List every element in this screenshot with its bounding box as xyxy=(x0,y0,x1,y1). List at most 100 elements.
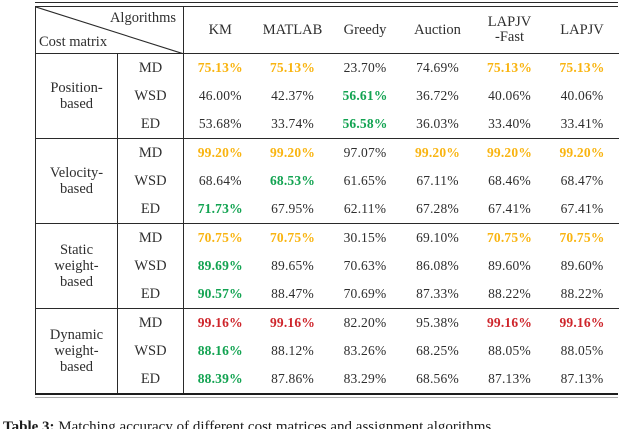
table-row: ED 71.73% 67.95% 62.11% 67.28% 67.41% 67.41% xyxy=(36,195,619,224)
results-table: Algorithms Cost matrix KM MATLAB Greedy … xyxy=(35,7,619,393)
table-container: Algorithms Cost matrix KM MATLAB Greedy … xyxy=(35,2,619,398)
col-header-text: LAPJV xyxy=(560,21,604,38)
value-cell: 33.41% xyxy=(560,116,604,131)
metric-label: ED xyxy=(117,365,184,393)
value-cell: 75.13% xyxy=(269,60,316,75)
value-cell: 75.13% xyxy=(486,60,533,75)
table-row: ED 88.39% 87.86% 83.29% 68.56% 87.13% 87.13% xyxy=(36,365,619,393)
group-label-line: based xyxy=(59,359,93,375)
value-cell: 75.13% xyxy=(559,60,605,75)
metric-label: WSD xyxy=(117,82,184,110)
value-cell: 46.00% xyxy=(198,88,242,103)
caption-label: Table 3: xyxy=(3,419,55,429)
value-cell: 99.20% xyxy=(473,138,546,167)
value-cell: 99.16% xyxy=(183,308,257,337)
metric-label: MD xyxy=(117,53,184,82)
value-cell: 67.95% xyxy=(271,201,314,216)
group-label-line: based xyxy=(59,274,93,290)
value-cell: 68.53% xyxy=(269,173,316,188)
algorithms-label: Algorithms xyxy=(109,10,176,26)
metric-label: ED xyxy=(117,195,184,224)
value-cell: 83.29% xyxy=(343,371,387,386)
group-label-line: Dynamic xyxy=(49,327,104,343)
value-cell: 67.41% xyxy=(488,201,531,216)
value-cell: 88.22% xyxy=(488,286,531,301)
value-cell: 89.65% xyxy=(271,258,314,273)
value-cell: 99.20% xyxy=(256,138,329,167)
table-body: Position-based MD 75.13% 75.13% 23.70% 74.69%… xyxy=(35,53,619,393)
value-cell: 70.75% xyxy=(256,223,329,252)
value-cell: 56.61% xyxy=(342,88,388,103)
table-row: Velocity-based MD 99.20% 99.20% 97.07% 99.20%… xyxy=(35,138,619,224)
table-row: WSD 89.69% 89.65% 70.63% 86.08% 89.60% 89.60% xyxy=(36,252,619,280)
col-header-matlab: MATLAB xyxy=(256,7,329,54)
metric-label: ED xyxy=(117,110,184,139)
value-cell: 68.46% xyxy=(488,173,531,188)
value-cell: 97.07% xyxy=(328,138,402,167)
value-cell: 99.20% xyxy=(401,138,474,167)
col-header-text: MATLAB xyxy=(262,21,323,38)
value-cell: 68.25% xyxy=(416,343,459,358)
table-row: WSD 46.00% 42.37% 56.61% 36.72% 40.06% 40.06% xyxy=(36,82,619,110)
group-label-line: weight- xyxy=(54,343,99,359)
value-cell: 88.47% xyxy=(271,286,314,301)
value-cell: 68.64% xyxy=(198,173,242,188)
value-cell: 89.60% xyxy=(488,258,531,273)
group-label: Velocity-based xyxy=(35,138,118,224)
value-cell: 99.16% xyxy=(473,308,546,337)
table-row: Static weight-based MD 70.75% 70.75% 30.15% 69… xyxy=(35,223,619,309)
value-cell: 70.75% xyxy=(545,223,619,252)
value-cell: 53.68% xyxy=(198,116,242,131)
table-row: Position-based MD 75.13% 75.13% 23.70% 74.69%… xyxy=(35,53,619,139)
group-label-line: Velocity- xyxy=(49,165,104,181)
value-cell: 62.11% xyxy=(343,201,387,216)
value-cell: 67.28% xyxy=(416,201,459,216)
col-header-lapjv-fast: LAPJV -Fast xyxy=(473,7,546,54)
value-cell: 87.13% xyxy=(488,371,531,386)
diagonal-line xyxy=(36,7,184,54)
value-cell: 88.05% xyxy=(488,343,531,358)
metric-label: MD xyxy=(117,308,184,337)
table-row: ED 90.57% 88.47% 70.69% 87.33% 88.22% 88.22% xyxy=(36,280,619,309)
value-cell: 36.72% xyxy=(416,88,459,103)
metric-label: ED xyxy=(117,280,184,309)
col-header-text: Greedy xyxy=(343,21,387,38)
value-cell: 70.75% xyxy=(183,223,257,252)
value-cell: 88.16% xyxy=(197,343,243,358)
corner-cell: Algorithms Cost matrix xyxy=(35,7,184,54)
value-cell: 71.73% xyxy=(197,201,243,216)
value-cell: 88.12% xyxy=(271,343,314,358)
cost-matrix-label: Cost matrix xyxy=(39,34,108,50)
value-cell: 87.13% xyxy=(560,371,604,386)
group-label: Static weight-based xyxy=(35,223,118,309)
value-cell: 61.65% xyxy=(343,173,387,188)
value-cell: 33.40% xyxy=(488,116,531,131)
value-cell: 74.69% xyxy=(416,60,459,75)
table-row: WSD 88.16% 88.12% 83.26% 68.25% 88.05% 88.05% xyxy=(36,337,619,365)
value-cell: 42.37% xyxy=(271,88,314,103)
value-cell: 82.20% xyxy=(328,308,402,337)
col-header-km: KM xyxy=(183,7,257,54)
bottom-gray-rule xyxy=(35,397,618,398)
table-header: Algorithms Cost matrix KM MATLAB Greedy … xyxy=(35,7,619,54)
value-cell: 23.70% xyxy=(343,60,387,75)
value-cell: 83.26% xyxy=(343,343,387,358)
metric-label: WSD xyxy=(117,167,184,195)
table-row: Dynamic weight-based MD 99.16% 99.16% 82.20% 9… xyxy=(35,308,619,393)
value-cell: 40.06% xyxy=(488,88,531,103)
value-cell: 99.20% xyxy=(545,138,619,167)
caption-text: Matching accuracy of different cost matr… xyxy=(58,419,492,429)
value-cell: 90.57% xyxy=(197,286,243,301)
value-cell: 33.74% xyxy=(271,116,314,131)
table-row: WSD 68.64% 68.53% 61.65% 67.11% 68.46% 68.47% xyxy=(36,167,619,195)
value-cell: 40.06% xyxy=(560,88,604,103)
value-cell: 69.10% xyxy=(401,223,474,252)
value-cell: 67.11% xyxy=(416,173,459,188)
group-label-line: Position- xyxy=(50,80,103,96)
value-cell: 86.08% xyxy=(416,258,459,273)
value-cell: 87.86% xyxy=(271,371,314,386)
group-label: Dynamic weight-based xyxy=(35,308,118,393)
caption: Table 3: Matching accuracy of different … xyxy=(3,419,640,429)
value-cell: 88.22% xyxy=(560,286,604,301)
